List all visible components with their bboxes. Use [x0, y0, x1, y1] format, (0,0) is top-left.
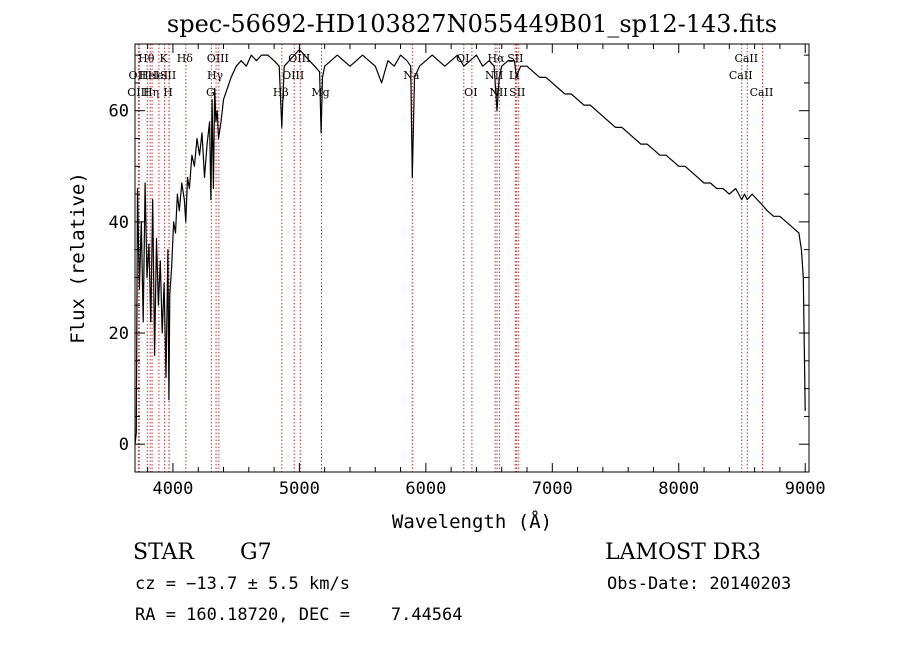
line-marker-label: OI [456, 52, 469, 65]
chart-title: spec-56692-HD103827N055449B01_sp12-143.f… [167, 10, 777, 38]
line-marker-label: SII [160, 69, 176, 82]
plot-frame [134, 43, 810, 473]
line-marker-label: CaII [729, 69, 753, 82]
x-tick-label: 6000 [405, 479, 446, 499]
line-marker-label: H [163, 86, 173, 99]
y-tick-label: 20 [109, 324, 129, 344]
line-marker-label: OIII [207, 52, 229, 65]
line-marker-label: Hγ [207, 69, 224, 82]
line-marker-label: Li [509, 69, 520, 82]
spectrum-line [134, 48, 806, 445]
y-tick-label: 0 [119, 435, 129, 455]
line-marker-label: OIII [282, 69, 304, 82]
object-type: STAR [133, 540, 195, 565]
y-axis-label: Flux (relative) [67, 172, 89, 344]
x-tick-label: 5000 [279, 479, 320, 499]
line-marker-label: CaII [750, 86, 774, 99]
line-marker-label: OIII [127, 86, 149, 99]
y-axis: 0 20 40 60 [109, 54, 809, 473]
line-marker-label: Hη [143, 86, 159, 99]
x-tick-label: 7000 [532, 479, 573, 499]
line-marker-label: HeI [139, 69, 159, 82]
line-marker-label: SII [507, 52, 523, 65]
y-tick-label: 40 [109, 213, 129, 233]
x-tick-label: 8000 [658, 479, 699, 499]
line-marker-label: K [159, 52, 168, 65]
line-marker-label: OII [129, 69, 147, 82]
x-tick-label: 9000 [785, 479, 826, 499]
subclass: G7 [240, 540, 272, 565]
line-marker-label: G [206, 86, 215, 99]
line-marker-label: OI [464, 86, 477, 99]
observation-date: Obs-Date: 20140203 [607, 574, 791, 594]
line-marker-label: Na [403, 69, 420, 82]
line-marker-label: Hα [488, 52, 506, 65]
redshift-velocity: cz = −13.7 ± 5.5 km/s [135, 574, 350, 594]
x-axis: 4000 5000 6000 7000 8000 9000 [147, 44, 826, 499]
series-layer [134, 48, 806, 445]
x-axis-label: Wavelength (Å) [392, 510, 552, 533]
y-tick-label: 60 [109, 102, 129, 122]
line-marker-label: HeI [148, 69, 168, 82]
coordinates: RA = 160.18720, DEC = 7.44564 [135, 605, 463, 625]
line-marker-label: Hδ [177, 52, 194, 65]
line-marker-label: CaII [734, 52, 758, 65]
survey-name: LAMOST DR3 [605, 540, 761, 565]
line-marker-label: SII [509, 86, 525, 99]
x-tick-label: 4000 [152, 479, 193, 499]
line-markers: OIIOIIIHθHeIHηHeIKHSIIHδGHγOIIIHβOIIIOII… [127, 44, 773, 472]
